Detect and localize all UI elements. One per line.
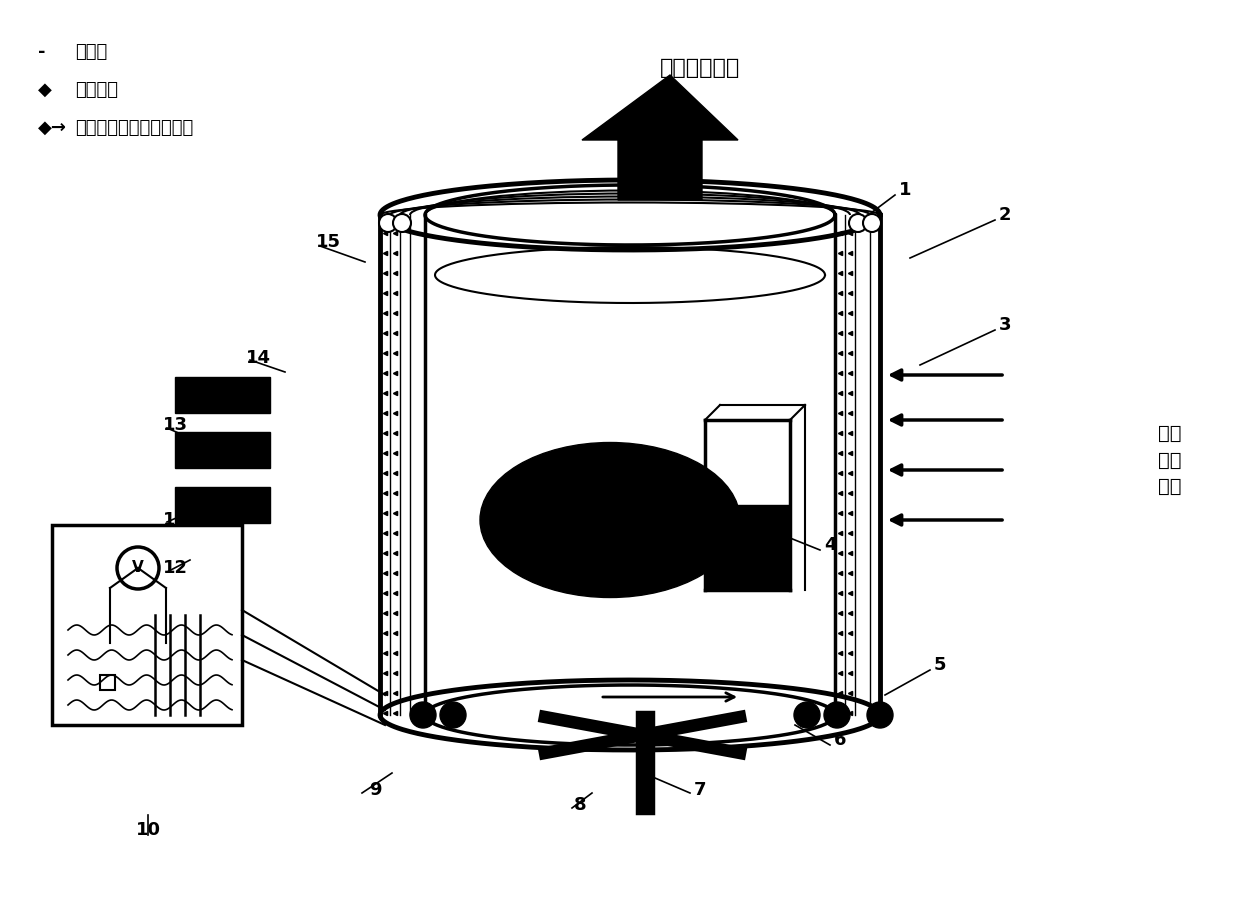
Circle shape	[825, 702, 849, 728]
Bar	[52, 525, 242, 725]
Bar	[100, 675, 115, 690]
Circle shape	[867, 702, 893, 728]
Text: 15: 15	[315, 233, 341, 251]
Circle shape	[794, 702, 820, 728]
Polygon shape	[582, 75, 738, 200]
Bar	[175, 377, 270, 413]
Text: 12: 12	[162, 559, 187, 577]
Circle shape	[863, 214, 880, 232]
Ellipse shape	[480, 442, 740, 597]
Text: 甘露糖: 甘露糖	[74, 43, 107, 61]
Text: ◆: ◆	[38, 81, 52, 99]
Text: 8: 8	[574, 796, 587, 814]
Text: 13: 13	[162, 416, 187, 434]
Text: 与甘露糖结合的絮凝酵母: 与甘露糖结合的絮凝酵母	[74, 119, 193, 137]
Text: 4: 4	[823, 536, 836, 554]
Text: V: V	[133, 561, 144, 576]
Text: 7: 7	[693, 781, 707, 799]
Bar	[706, 505, 790, 590]
Text: 14: 14	[246, 349, 270, 367]
Text: 6: 6	[833, 731, 846, 749]
Text: 10: 10	[135, 821, 160, 839]
Text: 净化后的空气: 净化后的空气	[660, 58, 740, 78]
Circle shape	[393, 214, 410, 232]
Circle shape	[440, 702, 466, 728]
Text: -: -	[38, 43, 46, 61]
Text: 5: 5	[934, 656, 946, 674]
Text: 净化
前的
空气: 净化 前的 空气	[1158, 424, 1182, 496]
Circle shape	[410, 702, 436, 728]
Bar	[175, 487, 270, 523]
Text: 2: 2	[998, 206, 1012, 224]
Circle shape	[379, 214, 397, 232]
Circle shape	[849, 214, 867, 232]
Text: 11: 11	[162, 511, 187, 529]
Text: ◆→: ◆→	[38, 119, 67, 137]
Text: 3: 3	[998, 316, 1012, 334]
Text: 絮凝酵母: 絮凝酵母	[74, 81, 118, 99]
Text: 1: 1	[899, 181, 911, 199]
Bar	[175, 432, 270, 468]
Text: 9: 9	[368, 781, 381, 799]
